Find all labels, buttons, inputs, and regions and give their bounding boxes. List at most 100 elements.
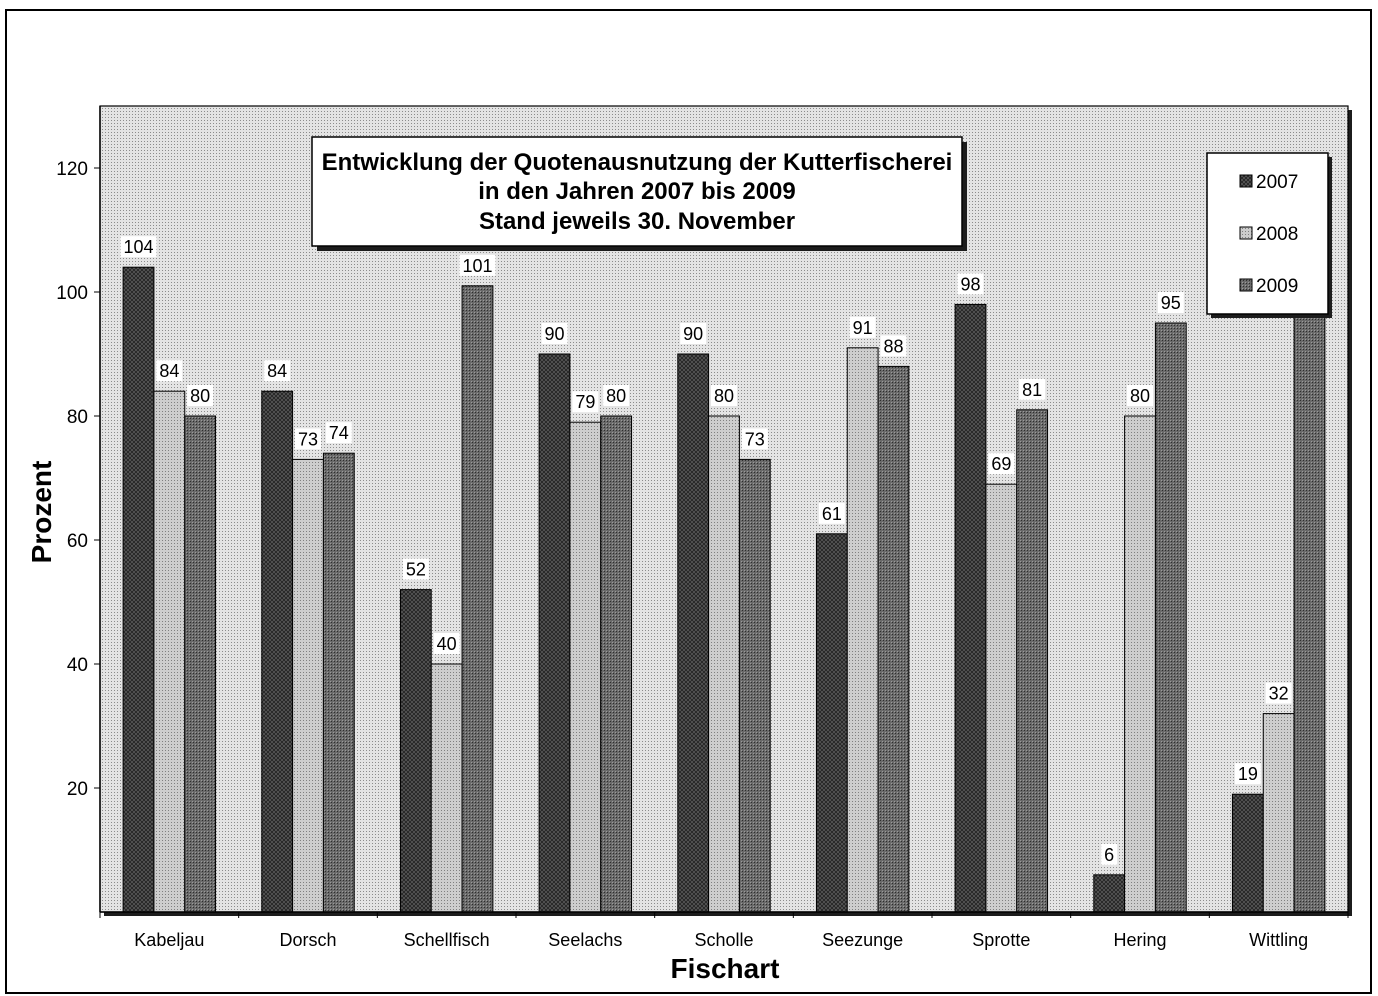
- data-label-background: [264, 360, 291, 382]
- data-label-seezunge-2008: 91: [853, 318, 873, 338]
- data-label-seelachs-2007: 90: [545, 324, 565, 344]
- legend-item-2007: 2007: [1239, 172, 1298, 193]
- bar-wittling-2008: [1262, 713, 1295, 913]
- bar-kabeljau-2009: [184, 415, 217, 913]
- legend-item-2008: 2008: [1239, 224, 1298, 245]
- y-tick-label: 40: [67, 655, 88, 676]
- bar-scholle-2009: [738, 458, 771, 913]
- data-label-seezunge-2007: 61: [822, 504, 842, 524]
- data-label-seelachs-2009: 80: [606, 386, 626, 406]
- data-label-background: [156, 360, 183, 382]
- data-label-background: [572, 391, 599, 413]
- data-label-hering-2007: 6: [1104, 845, 1114, 865]
- bar-seelachs-2007: [538, 353, 571, 913]
- x-tick-label-hering: Hering: [1113, 930, 1166, 950]
- data-label-kabeljau-2007: 104: [123, 237, 153, 257]
- x-tick-label-seezunge: Seezunge: [822, 930, 903, 950]
- bar-kabeljau-2007: [122, 266, 155, 913]
- data-label-background: [849, 316, 876, 338]
- bar-hering-2007: [1093, 874, 1126, 913]
- data-label-sprotte-2007: 98: [961, 274, 981, 294]
- bar-kabeljau-2008: [153, 390, 186, 913]
- x-axis-title: Fischart: [671, 953, 780, 984]
- data-label-dorsch-2007: 84: [267, 361, 287, 381]
- bar-scholle-2007: [677, 353, 710, 913]
- bar-schellfisch-2009: [461, 285, 494, 913]
- data-label-background: [680, 323, 707, 344]
- data-label-background: [325, 422, 352, 444]
- legend: 2007 2008 2009: [1206, 152, 1332, 318]
- bar-scholle-2008: [708, 415, 740, 913]
- y-axis: 20 40 60 80 100 120: [56, 159, 100, 800]
- bar-seelachs-2009: [600, 415, 633, 913]
- data-label-scholle-2008: 80: [714, 386, 734, 406]
- x-tick-label-wittling: Wittling: [1249, 930, 1308, 950]
- x-tick-label-dorsch: Dorsch: [279, 930, 336, 950]
- legend-swatch-2009: [1239, 278, 1253, 292]
- data-label-background: [1127, 385, 1153, 406]
- data-label-seezunge-2009: 88: [883, 336, 903, 356]
- data-label-schellfisch-2009: 101: [462, 256, 492, 276]
- data-label-background: [957, 273, 984, 295]
- bar-dorsch-2009: [322, 452, 355, 913]
- data-label-background: [1157, 292, 1184, 313]
- y-axis-title: Prozent: [26, 461, 57, 564]
- bar-dorsch-2007: [261, 390, 294, 913]
- data-label-background: [187, 385, 214, 406]
- data-label-background: [1234, 763, 1261, 785]
- data-label-dorsch-2008: 73: [298, 429, 318, 449]
- data-label-wittling-2007: 19: [1238, 764, 1258, 784]
- data-label-background: [818, 502, 845, 524]
- y-tick-label: 60: [67, 531, 88, 552]
- data-label-background: [541, 323, 568, 344]
- data-label-sprotte-2009: 81: [1022, 380, 1042, 400]
- data-label-background: [433, 633, 460, 654]
- legend-label-2008: 2008: [1256, 224, 1298, 245]
- data-label-wittling-2008: 32: [1269, 684, 1289, 704]
- bar-sprotte-2008: [985, 483, 1018, 913]
- data-label-scholle-2007: 90: [683, 324, 703, 344]
- bar-hering-2008: [1124, 415, 1156, 913]
- legend-swatch-2007: [1239, 174, 1253, 188]
- data-label-schellfisch-2008: 40: [437, 634, 457, 654]
- legend-label-2009: 2009: [1256, 276, 1298, 297]
- bar-seezunge-2008: [846, 347, 879, 913]
- data-label-background: [1101, 843, 1118, 865]
- bar-dorsch-2008: [292, 458, 324, 913]
- data-label-background: [603, 385, 630, 406]
- data-label-background: [880, 335, 907, 357]
- bar-wittling-2007: [1231, 793, 1264, 913]
- x-tick-label-kabeljau: Kabeljau: [134, 930, 204, 950]
- bar-schellfisch-2007: [399, 589, 432, 913]
- bar-wittling-2009: [1293, 291, 1326, 913]
- y-tick-label: 80: [67, 407, 88, 428]
- data-label-seelachs-2008: 79: [575, 392, 595, 412]
- bar-sprotte-2007: [954, 303, 987, 913]
- x-tick-label-scholle: Scholle: [694, 930, 753, 950]
- data-label-hering-2009: 95: [1161, 293, 1181, 313]
- data-label-schellfisch-2007: 52: [406, 560, 426, 580]
- data-label-dorsch-2009: 74: [329, 423, 349, 443]
- legend-item-2009: 2009: [1239, 276, 1298, 297]
- bar-seezunge-2009: [877, 365, 910, 913]
- bar-sprotte-2009: [1016, 409, 1049, 913]
- title-box: [311, 136, 963, 247]
- bars: [122, 266, 1326, 913]
- data-label-scholle-2009: 73: [745, 429, 765, 449]
- chart-title-box: Entwicklung der Quotenausnutzung der Kut…: [311, 136, 967, 251]
- bar-schellfisch-2008: [430, 663, 463, 913]
- y-tick-label: 20: [67, 779, 88, 800]
- y-tick-label: 120: [56, 159, 88, 180]
- x-axis: Kabeljau Dorsch Schellfisch Seelachs Scholle…: [99, 912, 1349, 950]
- data-label-background: [120, 236, 157, 258]
- bar-seelachs-2008: [569, 421, 602, 913]
- data-label-background: [741, 428, 768, 450]
- data-label-background: [295, 428, 321, 450]
- x-tick-label-schellfisch: Schellfisch: [404, 930, 490, 950]
- data-label-background: [711, 385, 737, 406]
- data-label-background: [459, 254, 496, 276]
- chart-title-line-1: Entwicklung der Quotenausnutzung der Kut…: [322, 149, 953, 176]
- x-tick-label-sprotte: Sprotte: [972, 930, 1030, 950]
- legend-box: [1206, 152, 1329, 315]
